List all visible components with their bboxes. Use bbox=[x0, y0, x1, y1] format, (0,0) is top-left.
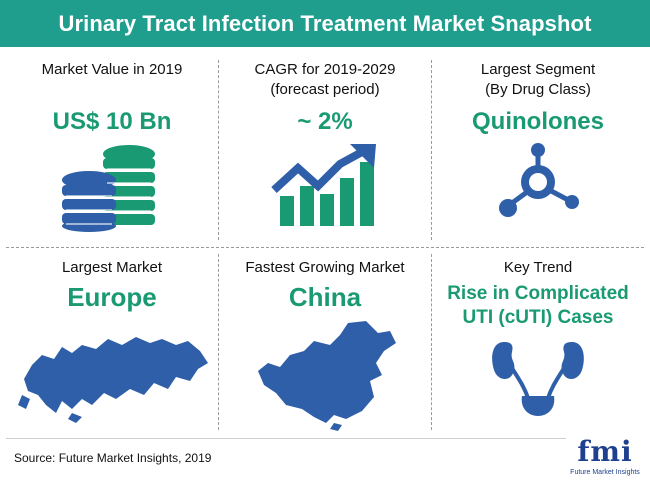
key-trend-value-line1: Rise in Complicated bbox=[447, 283, 629, 304]
cagr-cell: CAGR for 2019-2029 (forecast period) ~ 2… bbox=[217, 60, 433, 228]
source-note: Source: Future Market Insights, 2019 bbox=[14, 451, 212, 465]
largest-segment-cell: Largest Segment (By Drug Class) Quinolon… bbox=[430, 60, 646, 224]
logo-tagline: Future Market Insights bbox=[570, 469, 640, 476]
coin-stack-icon bbox=[62, 145, 155, 232]
fastest-growing-value: China bbox=[288, 282, 362, 312]
row-divider bbox=[6, 247, 644, 248]
molecule-icon bbox=[499, 143, 579, 217]
largest-segment-label: Largest Segment bbox=[480, 61, 596, 78]
key-trend-value-line2: UTI (cUTI) Cases bbox=[462, 307, 614, 328]
largest-segment-value: Quinolones bbox=[472, 108, 604, 135]
growth-chart-icon bbox=[271, 144, 376, 226]
logo-wordmark: fmi bbox=[577, 435, 633, 468]
key-trend-label: Key Trend bbox=[503, 259, 573, 276]
china-map-icon bbox=[258, 321, 396, 431]
column-divider-right-top bbox=[431, 60, 432, 240]
largest-market-value: Europe bbox=[67, 282, 157, 312]
fastest-growing-cell: Fastest Growing Market China bbox=[217, 258, 433, 431]
urinary-system-icon bbox=[492, 342, 584, 416]
fastest-growing-label: Fastest Growing Market bbox=[245, 259, 405, 276]
footer-rule bbox=[6, 438, 566, 439]
largest-market-cell: Largest Market Europe bbox=[4, 258, 220, 425]
column-divider-left-top bbox=[218, 60, 219, 240]
market-value-value: US$ 10 Bn bbox=[52, 108, 172, 135]
cagr-sublabel: (forecast period) bbox=[270, 81, 380, 98]
column-divider-left-bottom bbox=[218, 254, 219, 430]
market-value-cell: Market Value in 2019 US$ 10 Bn bbox=[4, 60, 220, 234]
market-value-label: Market Value in 2019 bbox=[41, 61, 183, 78]
title-bar: Urinary Tract Infection Treatment Market… bbox=[0, 0, 650, 47]
cagr-label: CAGR for 2019-2029 bbox=[254, 61, 396, 78]
largest-segment-sublabel: (By Drug Class) bbox=[485, 81, 591, 98]
largest-market-label: Largest Market bbox=[61, 259, 163, 276]
key-trend-cell: Key Trend Rise in Complicated UTI (cUTI)… bbox=[430, 258, 646, 420]
column-divider-right-bottom bbox=[431, 254, 432, 430]
fmi-logo: fmi Future Market Insights bbox=[566, 437, 644, 481]
cagr-value: ~ 2% bbox=[297, 108, 353, 135]
europe-map-icon bbox=[18, 337, 208, 423]
page-title: Urinary Tract Infection Treatment Market… bbox=[58, 10, 592, 36]
